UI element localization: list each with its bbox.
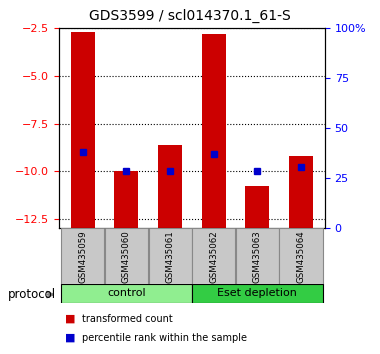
Text: Eset depletion: Eset depletion bbox=[217, 289, 297, 298]
Bar bbox=[61, 284, 192, 303]
Text: transformed count: transformed count bbox=[82, 314, 173, 324]
Text: control: control bbox=[107, 289, 146, 298]
Bar bbox=[114, 171, 138, 228]
Bar bbox=[158, 144, 182, 228]
Text: GSM435060: GSM435060 bbox=[122, 230, 131, 283]
Text: GSM435059: GSM435059 bbox=[78, 230, 87, 283]
Text: percentile rank within the sample: percentile rank within the sample bbox=[82, 333, 247, 343]
Bar bbox=[236, 228, 279, 285]
Bar bbox=[245, 187, 269, 228]
Bar bbox=[289, 156, 313, 228]
Text: ■: ■ bbox=[65, 333, 75, 343]
Text: GSM435063: GSM435063 bbox=[253, 230, 262, 283]
Text: protocol: protocol bbox=[8, 288, 56, 301]
Bar bbox=[149, 228, 192, 285]
Bar bbox=[279, 228, 323, 285]
Bar bbox=[105, 228, 148, 285]
Text: ■: ■ bbox=[65, 314, 75, 324]
Bar bbox=[202, 34, 226, 228]
Bar bbox=[71, 32, 95, 228]
Text: GSM435062: GSM435062 bbox=[209, 230, 218, 283]
Bar bbox=[192, 284, 323, 303]
Bar bbox=[61, 228, 104, 285]
Text: GSM435061: GSM435061 bbox=[166, 230, 174, 283]
Text: GDS3599 / scl014370.1_61-S: GDS3599 / scl014370.1_61-S bbox=[89, 9, 291, 23]
Bar bbox=[192, 228, 235, 285]
Text: GSM435064: GSM435064 bbox=[296, 230, 306, 283]
